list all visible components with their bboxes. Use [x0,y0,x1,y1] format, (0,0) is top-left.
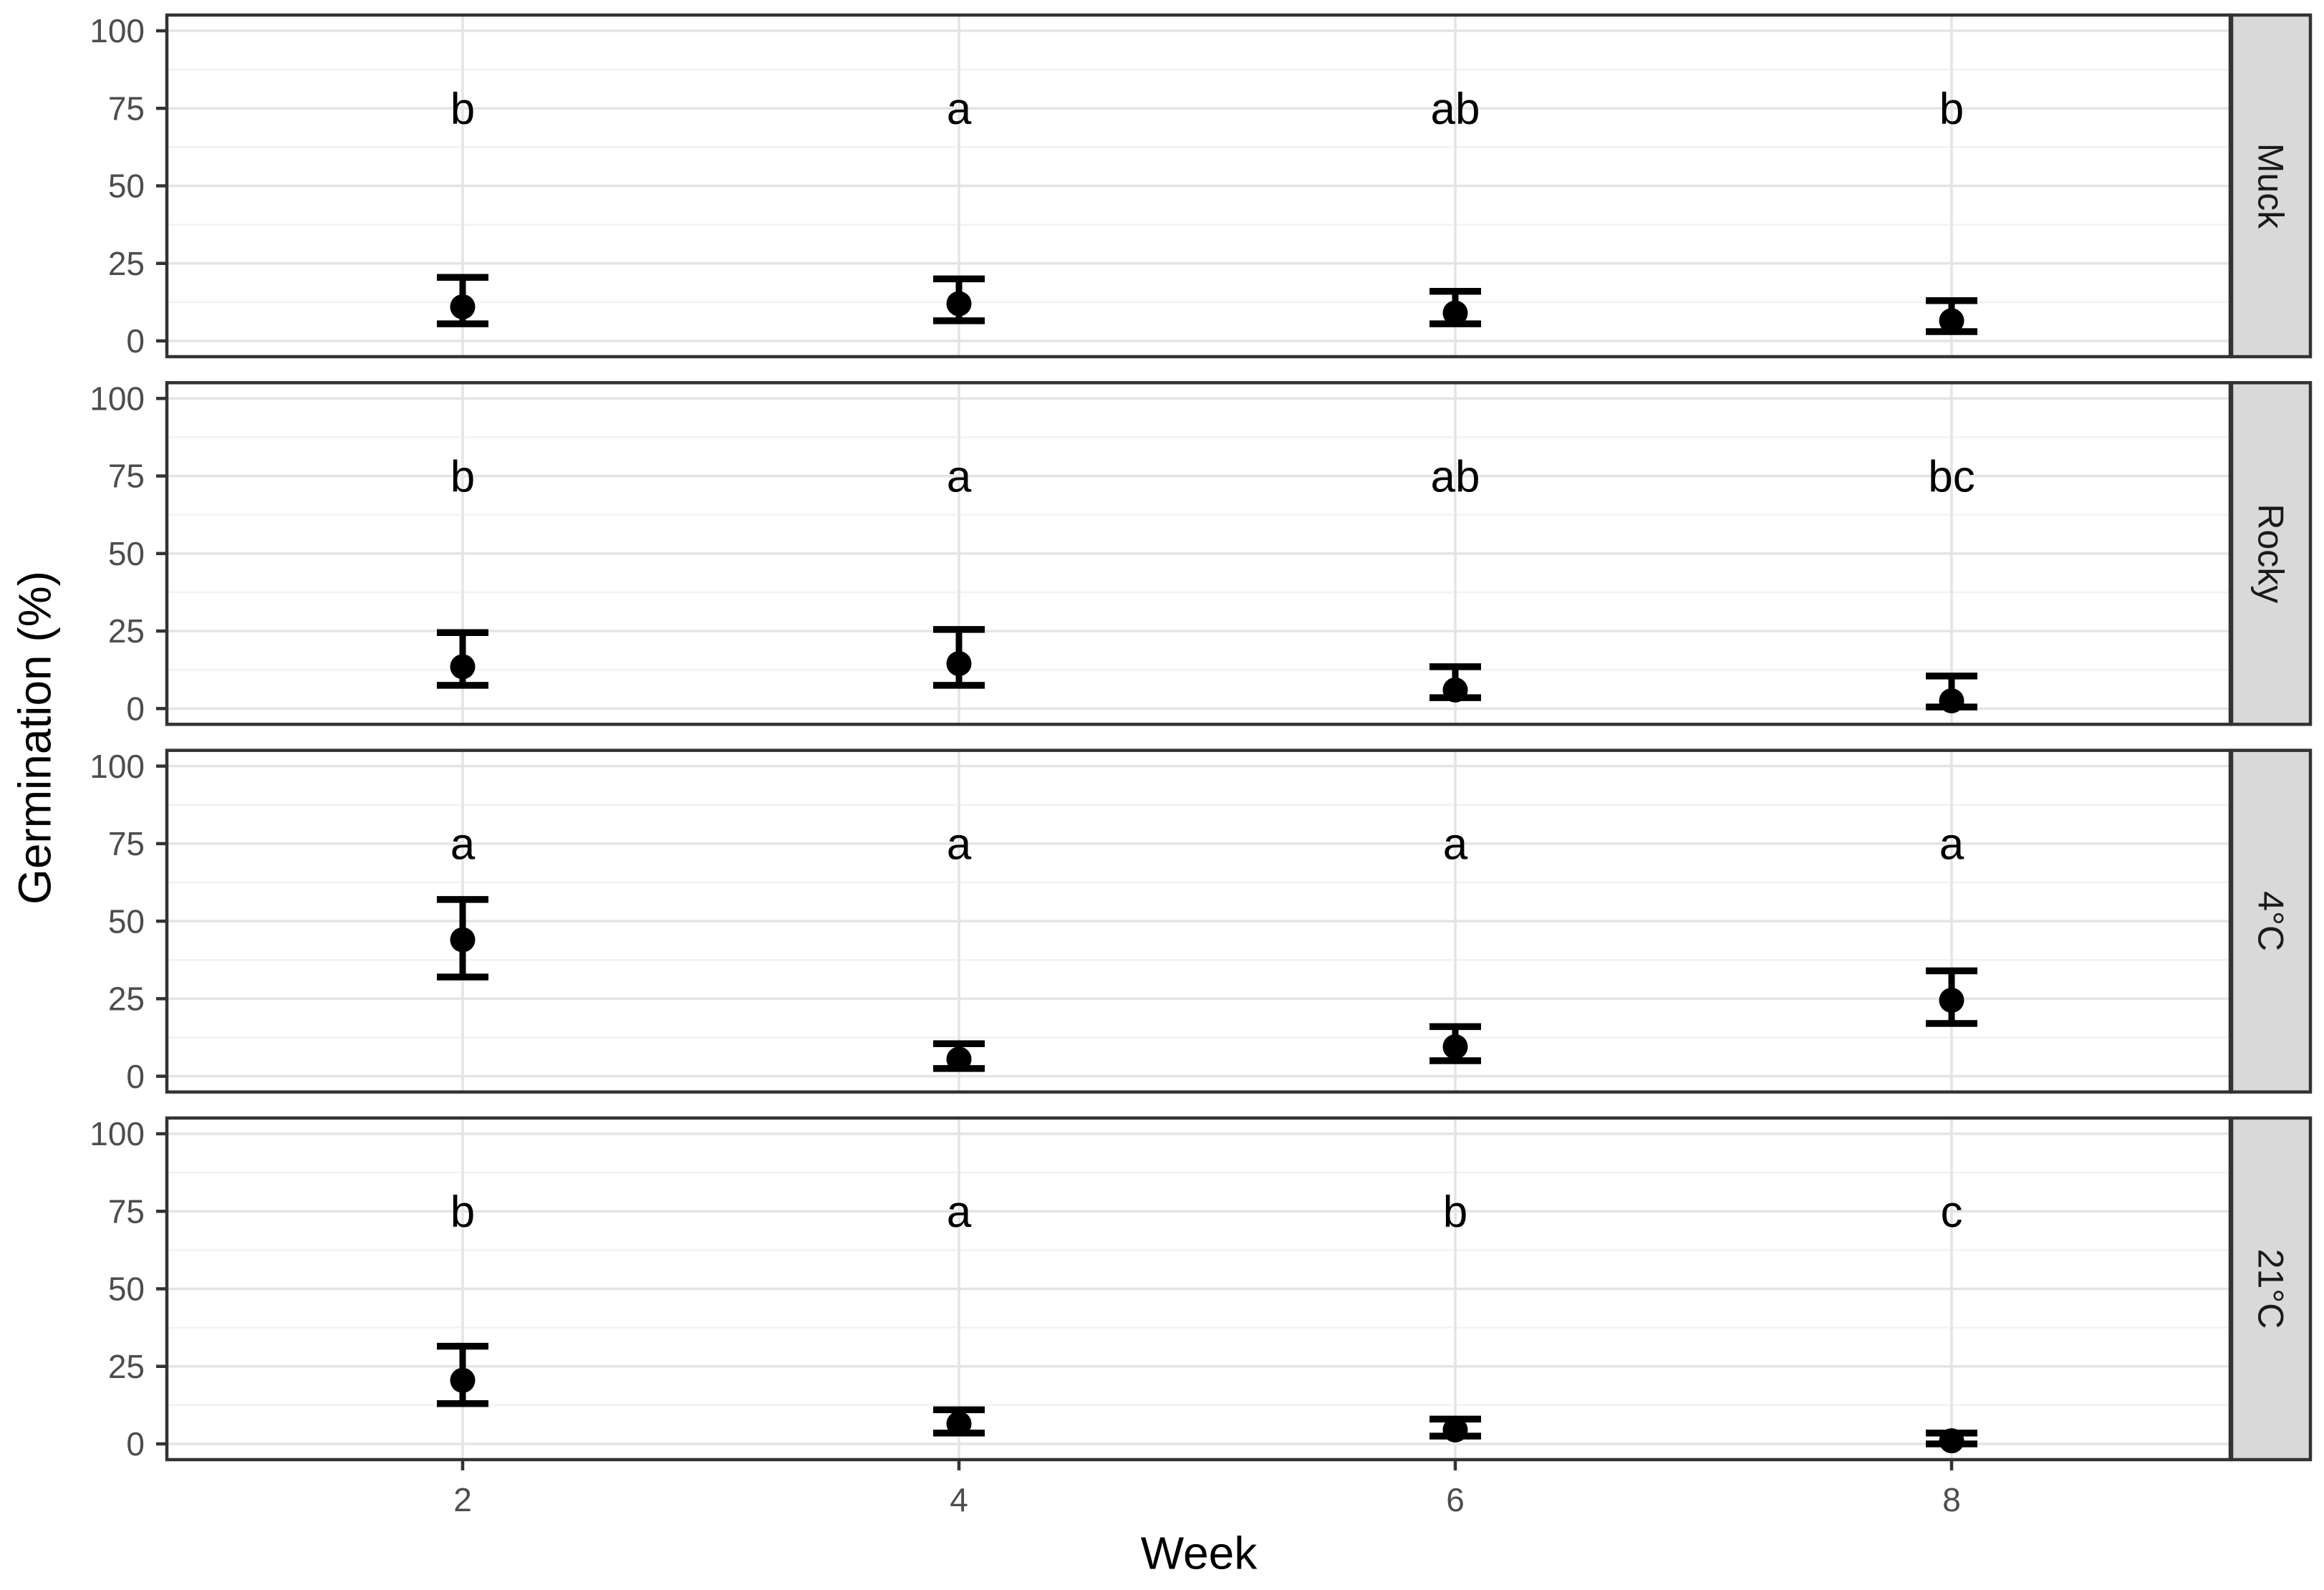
y-tick-label: 50 [108,535,145,572]
y-tick-label: 0 [126,690,145,727]
pointrange-muck-week-6: ab [1429,85,1481,327]
sig-letter: a [1443,820,1468,869]
y-tick-label: 75 [108,825,145,862]
pointrange-4c-week-2: a [437,820,488,980]
sig-letter: b [450,1187,475,1237]
y-tick-label: 100 [90,12,145,49]
sig-letter: bc [1928,452,1975,501]
pointrange-4c-week-8: a [1926,820,1977,1027]
facet-strip-label: 4°C [2251,891,2291,951]
pointrange-4c-week-6: a [1429,820,1481,1064]
pointrange-21c-week-6: b [1429,1187,1481,1443]
facet-strip-4c [2229,748,2313,1094]
y-tick-label: 0 [126,1058,145,1095]
mean-point [1939,988,1964,1013]
pointrange-21c-week-2: b [437,1187,488,1407]
mean-point [1442,1417,1468,1443]
mean-point [946,1046,972,1072]
y-tick-label: 100 [90,748,145,785]
sig-letter: a [947,820,972,869]
x-axis: 2 4 6 8 [453,1459,1961,1518]
mean-point [1442,300,1468,326]
mean-point [1939,1428,1964,1454]
facet-panel-muck: 0 25 50 75 100 b a ab b Muck [90,12,2313,360]
mean-point [450,294,476,319]
facet-strip-label: Rocky [2251,504,2291,603]
sig-letter: b [1939,85,1964,134]
mean-point [450,1367,476,1393]
y-tick-label: 75 [108,90,145,127]
pointrange-rocky-week-4: a [933,452,985,689]
y-tick-label: 25 [108,1348,145,1385]
y-tick-label: 75 [108,458,145,495]
y-tick-label: 0 [126,1425,145,1463]
facet-panel-4c: 0 25 50 75 100 a a a a 4°C [90,748,2313,1095]
pointrange-rocky-week-2: b [437,452,488,689]
pointrange-4c-week-4: a [933,820,985,1072]
mean-point [450,654,476,680]
facet-strip-rocky [2229,381,2313,726]
facet-strip-21c [2229,1116,2313,1462]
y-tick-label: 75 [108,1192,145,1230]
pointrange-21c-week-4: a [933,1187,985,1437]
y-tick-label: 100 [90,1115,145,1152]
mean-point [1939,688,1964,714]
sig-letter: a [450,820,476,869]
facet-strip-muck [2229,13,2313,359]
mean-point [1939,308,1964,334]
x-tick-label: 6 [1446,1481,1465,1518]
sig-letter: b [450,85,475,134]
y-tick-label: 50 [108,1271,145,1308]
sig-letter: b [450,452,475,501]
pointrange-rocky-week-8: bc [1926,452,1977,714]
mean-point [946,291,972,317]
pointrange-21c-week-8: c [1926,1187,1977,1454]
y-tick-label: 25 [108,245,145,282]
pointrange-muck-week-2: b [437,85,488,327]
sig-letter: c [1941,1187,1963,1237]
y-tick-label: 50 [108,902,145,940]
mean-point [450,927,476,953]
facet-strip-label: Muck [2251,143,2291,229]
x-tick-label: 2 [453,1481,472,1518]
pointrange-rocky-week-6: ab [1429,452,1481,703]
sig-letter: a [1939,820,1964,869]
mean-point [1442,1034,1468,1060]
sig-letter: a [947,452,972,501]
pointrange-muck-week-4: a [933,85,985,324]
sig-letter: a [947,1187,972,1237]
x-tick-label: 8 [1942,1481,1961,1518]
sig-letter: ab [1431,452,1480,501]
x-axis-title: Week [1141,1527,1258,1579]
sig-letter: a [947,85,972,134]
y-tick-label: 25 [108,980,145,1018]
sig-letter: b [1443,1187,1467,1237]
y-tick-label: 50 [108,168,145,205]
facet-panel-rocky: 0 25 50 75 100 b a ab bc Rocky [90,380,2313,727]
y-tick-label: 0 [126,322,145,360]
sig-letter: ab [1431,85,1480,134]
x-tick-label: 4 [950,1481,968,1518]
mean-point [946,651,972,677]
mean-point [1442,677,1468,703]
y-tick-label: 25 [108,612,145,650]
facet-panel-21c: 0 25 50 75 100 b a b c 21°C [90,1115,2313,1463]
y-tick-label: 100 [90,380,145,417]
mean-point [946,1411,972,1437]
y-axis-title: Germination (%) [9,571,60,905]
pointrange-muck-week-8: b [1926,85,1977,335]
facet-strip-label: 21°C [2251,1249,2291,1329]
